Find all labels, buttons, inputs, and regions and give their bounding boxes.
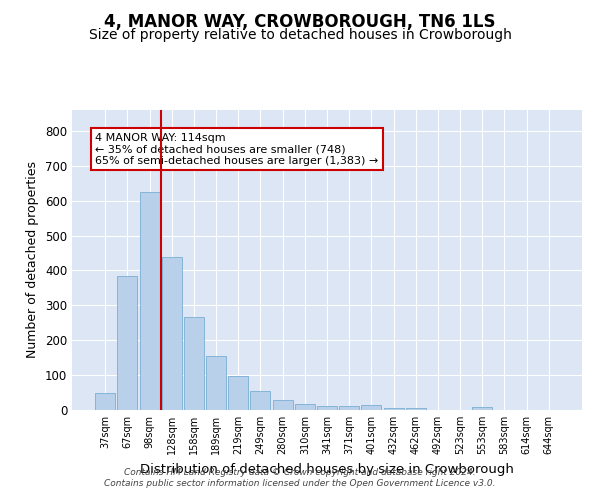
Bar <box>472 407 492 410</box>
Bar <box>184 316 204 410</box>
Bar <box>228 376 248 410</box>
Bar <box>361 405 382 410</box>
Bar <box>140 192 160 410</box>
X-axis label: Distribution of detached houses by size in Crowborough: Distribution of detached houses by size … <box>140 462 514 475</box>
Text: Size of property relative to detached houses in Crowborough: Size of property relative to detached ho… <box>89 28 511 42</box>
Bar <box>272 400 293 410</box>
Y-axis label: Number of detached properties: Number of detached properties <box>26 162 40 358</box>
Bar <box>406 408 426 410</box>
Bar <box>206 356 226 410</box>
Text: 4, MANOR WAY, CROWBOROUGH, TN6 1LS: 4, MANOR WAY, CROWBOROUGH, TN6 1LS <box>104 12 496 30</box>
Bar <box>118 276 137 410</box>
Bar <box>383 408 404 410</box>
Bar <box>339 406 359 410</box>
Bar <box>295 404 315 410</box>
Bar <box>162 256 182 410</box>
Text: Contains HM Land Registry data © Crown copyright and database right 2024.
Contai: Contains HM Land Registry data © Crown c… <box>104 468 496 487</box>
Bar <box>317 406 337 410</box>
Text: 4 MANOR WAY: 114sqm
← 35% of detached houses are smaller (748)
65% of semi-detac: 4 MANOR WAY: 114sqm ← 35% of detached ho… <box>95 132 379 166</box>
Bar <box>250 391 271 410</box>
Bar <box>95 392 115 410</box>
